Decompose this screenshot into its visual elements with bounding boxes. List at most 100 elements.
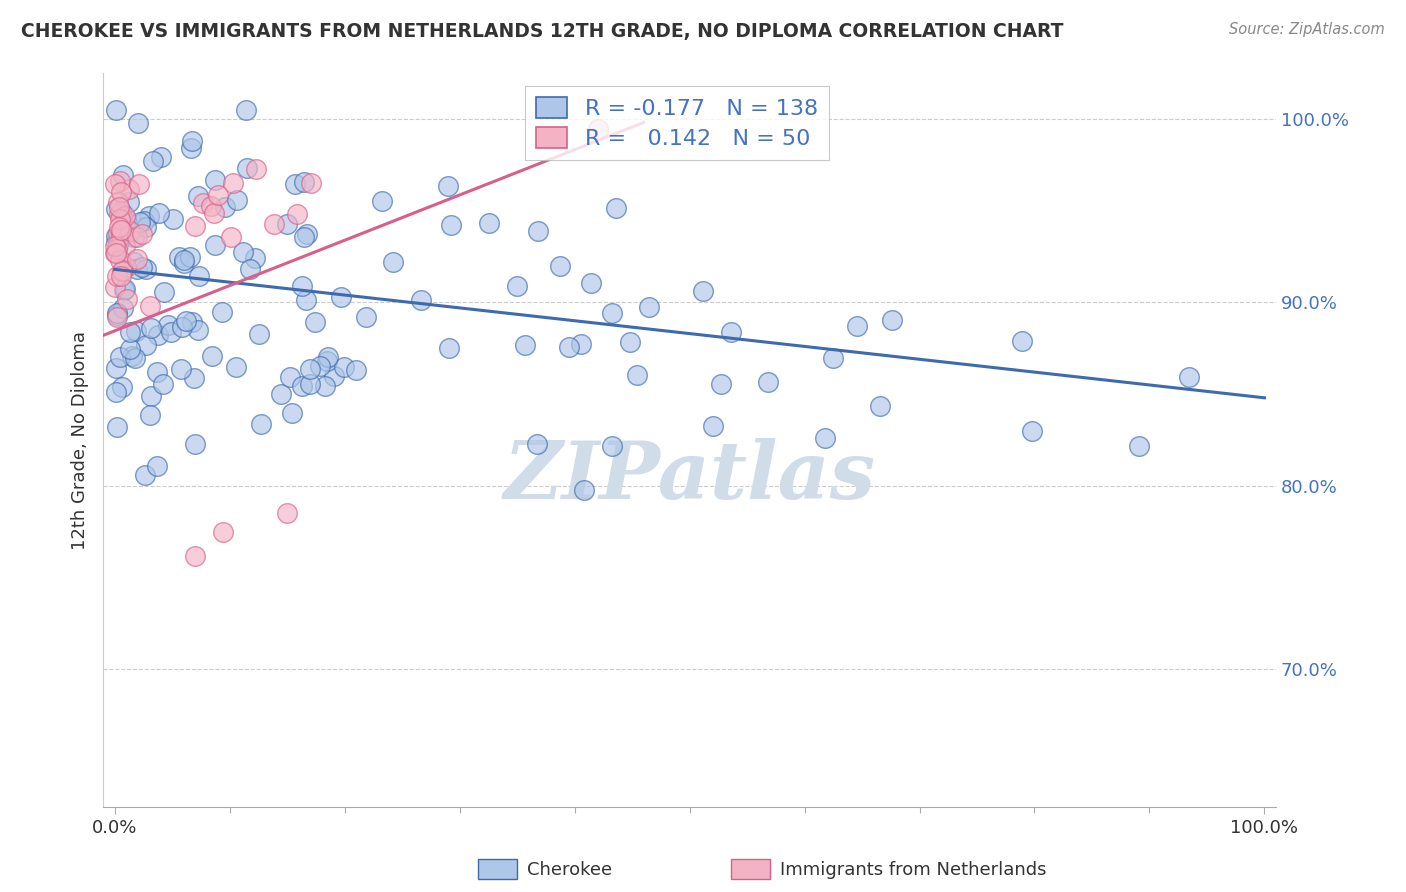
Point bbox=[247, 326, 270, 341]
Point bbox=[115, 260, 138, 274]
Point bbox=[167, 250, 190, 264]
Point bbox=[108, 350, 131, 364]
Point bbox=[108, 252, 131, 267]
Point bbox=[309, 359, 332, 373]
Point bbox=[114, 239, 136, 253]
Point bbox=[440, 219, 463, 233]
Point bbox=[135, 219, 157, 234]
Point bbox=[295, 293, 318, 308]
Point bbox=[110, 185, 132, 199]
Point bbox=[107, 419, 129, 434]
Point bbox=[112, 169, 135, 183]
Point bbox=[207, 188, 229, 202]
Point bbox=[201, 349, 224, 363]
Point bbox=[108, 174, 131, 188]
Text: Immigrants from Netherlands: Immigrants from Netherlands bbox=[780, 861, 1047, 879]
Point bbox=[110, 222, 132, 236]
Point bbox=[134, 467, 156, 482]
Point bbox=[104, 238, 127, 252]
Point bbox=[105, 306, 128, 320]
Text: ZIPatlas: ZIPatlas bbox=[503, 438, 876, 516]
Point bbox=[135, 261, 157, 276]
Point bbox=[270, 387, 292, 401]
Point bbox=[122, 229, 145, 244]
Point bbox=[104, 385, 127, 400]
Point bbox=[121, 349, 143, 363]
Point bbox=[112, 283, 135, 297]
Point bbox=[181, 134, 204, 148]
Point bbox=[316, 351, 339, 365]
Point bbox=[882, 312, 904, 326]
Point bbox=[107, 226, 129, 240]
Point bbox=[232, 245, 254, 260]
Point bbox=[180, 140, 202, 154]
Point bbox=[1177, 369, 1199, 384]
Point bbox=[118, 224, 141, 238]
Point bbox=[478, 216, 501, 230]
Point bbox=[586, 122, 609, 136]
Point bbox=[170, 319, 193, 334]
Point bbox=[409, 293, 432, 307]
Point bbox=[125, 252, 148, 266]
Point bbox=[118, 195, 141, 210]
Text: Cherokee: Cherokee bbox=[527, 861, 613, 879]
Point bbox=[135, 338, 157, 352]
Point bbox=[298, 376, 321, 391]
Point bbox=[291, 378, 314, 392]
Text: CHEROKEE VS IMMIGRANTS FROM NETHERLANDS 12TH GRADE, NO DIPLOMA CORRELATION CHART: CHEROKEE VS IMMIGRANTS FROM NETHERLANDS … bbox=[21, 22, 1063, 41]
Point bbox=[112, 262, 135, 277]
Point bbox=[173, 252, 195, 267]
Point bbox=[148, 206, 170, 220]
Point bbox=[526, 224, 548, 238]
Point bbox=[243, 252, 266, 266]
Point bbox=[131, 227, 153, 242]
Point bbox=[600, 306, 623, 320]
Point bbox=[184, 437, 207, 451]
Point bbox=[104, 246, 127, 260]
Point bbox=[110, 227, 132, 242]
Point bbox=[108, 219, 131, 234]
Point bbox=[276, 217, 298, 231]
Point bbox=[314, 378, 336, 392]
Point bbox=[142, 153, 165, 168]
Point bbox=[569, 337, 592, 351]
Point bbox=[157, 318, 180, 332]
Point bbox=[297, 227, 319, 242]
Point bbox=[107, 238, 129, 252]
Point bbox=[124, 351, 146, 365]
Point bbox=[354, 310, 377, 325]
Point bbox=[225, 359, 247, 374]
Point bbox=[105, 310, 128, 324]
Point bbox=[439, 341, 461, 355]
Point bbox=[280, 369, 302, 384]
Point bbox=[162, 212, 184, 227]
Point bbox=[179, 250, 201, 264]
Point bbox=[299, 362, 322, 376]
Point bbox=[204, 238, 226, 252]
Point bbox=[437, 178, 460, 193]
Point bbox=[304, 315, 326, 329]
Point bbox=[574, 483, 596, 498]
Point bbox=[125, 230, 148, 244]
Point bbox=[128, 215, 150, 229]
Point bbox=[128, 178, 150, 192]
Point bbox=[292, 175, 315, 189]
Point bbox=[702, 418, 724, 433]
Point bbox=[110, 211, 132, 226]
Point bbox=[333, 360, 356, 375]
Point bbox=[191, 195, 214, 210]
Point bbox=[104, 235, 127, 250]
Point bbox=[104, 202, 127, 216]
Point bbox=[626, 368, 648, 383]
Point bbox=[619, 334, 641, 349]
Point bbox=[184, 219, 207, 234]
Point bbox=[110, 204, 132, 219]
Point bbox=[132, 214, 155, 228]
Point bbox=[184, 549, 207, 563]
Point bbox=[291, 279, 314, 293]
Point bbox=[720, 325, 742, 339]
Point bbox=[1011, 334, 1033, 349]
Point bbox=[526, 437, 548, 451]
Point bbox=[263, 217, 285, 231]
Point bbox=[149, 150, 172, 164]
